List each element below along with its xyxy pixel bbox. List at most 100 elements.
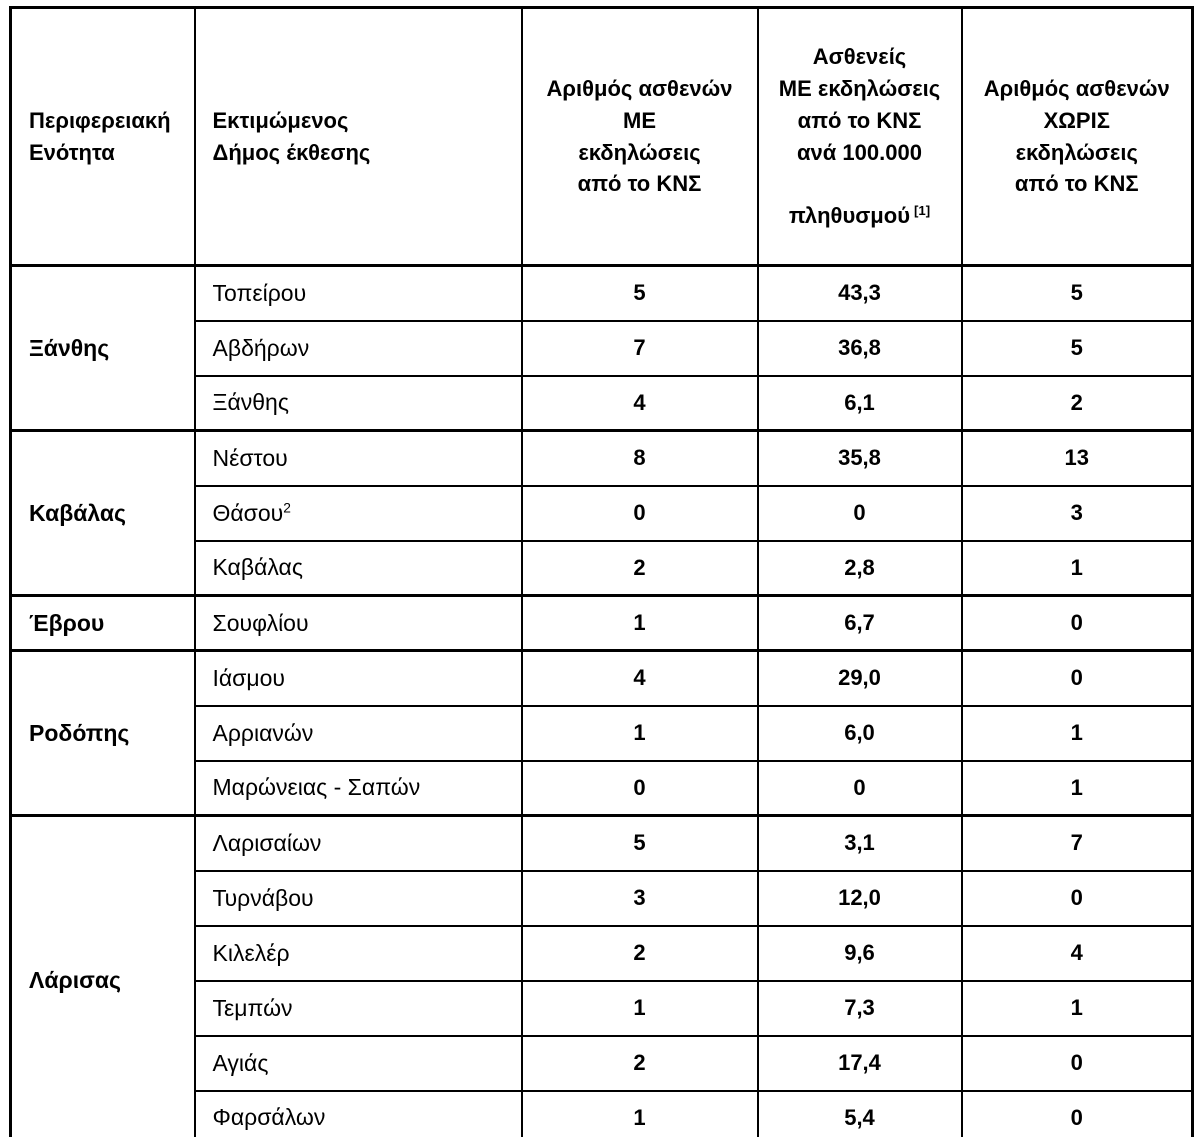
region-cell: Λάρισας <box>9 814 196 1137</box>
region-cell: Ξάνθης <box>9 264 196 432</box>
municipality-cell: Φαρσάλων <box>193 1089 523 1137</box>
without-cns-cell: 3 <box>960 484 1194 542</box>
without-cns-cell: 1 <box>960 704 1194 762</box>
table-row: Ροδόπης Ιάσμου 4 29,0 0 <box>9 649 1194 817</box>
without-cns-cell: 5 <box>960 264 1194 322</box>
municipality-cell: Θάσου2 <box>193 484 523 542</box>
with-cns-cell: 1 <box>520 594 759 652</box>
with-cns-cell: 3 <box>520 869 759 927</box>
table-row: Λάρισας Λαρισαίων 5 3,1 7 <box>9 814 1194 1137</box>
municipality-cell: Ξάνθης <box>193 374 523 432</box>
per-100k-cell: 5,4 <box>756 1089 963 1137</box>
per-100k-cell: 7,3 <box>756 979 963 1037</box>
municipality-name: Αγιάς <box>212 1049 269 1076</box>
with-cns-cell: 0 <box>520 759 759 817</box>
municipality-name: Ξάνθης <box>212 389 289 416</box>
without-cns-cell: 0 <box>960 1034 1194 1092</box>
per-100k-cell: 0 <box>756 759 963 817</box>
municipality-name: Σουφλίου <box>212 609 309 636</box>
municipality-name: Τεμπών <box>212 994 293 1021</box>
per-100k-cell: 29,0 <box>756 649 963 707</box>
municipality-name: Μαρώνειας - Σαπών <box>212 774 421 801</box>
table-row: Ξάνθης 4 6,1 2 <box>11 374 1194 432</box>
per-100k-cell: 43,3 <box>756 264 963 322</box>
municipality-name: Ιάσμου <box>212 664 286 691</box>
municipality-name: Θάσου <box>212 499 284 526</box>
municipality-cell: Αγιάς <box>193 1034 523 1092</box>
footnote-ref-1: [1] <box>914 203 931 219</box>
region-section: Λάρισας Λαρισαίων 5 3,1 7 Τυρνάβου 3 12,… <box>9 814 1194 1137</box>
municipality-cell: Λαρισαίων <box>193 814 523 872</box>
table-row: Τεμπών 1 7,3 1 <box>11 979 1194 1037</box>
without-cns-cell: 1 <box>960 759 1194 817</box>
municipality-name: Λαρισαίων <box>212 829 322 856</box>
table-row: Αβδήρων 7 36,8 5 <box>11 319 1194 377</box>
with-cns-cell: 5 <box>520 814 759 872</box>
municipality-name: Αβδήρων <box>212 334 310 361</box>
per-100k-cell: 6,7 <box>756 594 963 652</box>
region-section: Έβρου Σουφλίου 1 6,7 0 <box>9 594 1194 652</box>
municipality-name: Τυρνάβου <box>212 884 314 911</box>
table-row: Κιλελέρ 2 9,6 4 <box>11 924 1194 982</box>
header-per-100k: Ασθενείς ΜΕ εκδηλώσεις από το ΚΝΣ ανά 10… <box>756 6 963 267</box>
per-100k-cell: 6,1 <box>756 374 963 432</box>
report-table: Περιφερειακή Ενότητα Εκτιμώμενος Δήμος έ… <box>9 6 1194 1137</box>
without-cns-cell: 1 <box>960 539 1194 597</box>
per-100k-cell: 35,8 <box>756 429 963 487</box>
municipality-name: Καβάλας <box>212 554 303 581</box>
municipality-cell: Κιλελέρ <box>193 924 523 982</box>
with-cns-cell: 1 <box>520 1089 759 1137</box>
municipality-cell: Τεμπών <box>193 979 523 1037</box>
with-cns-cell: 5 <box>520 264 759 322</box>
municipality-cell: Καβάλας <box>193 539 523 597</box>
table-row: Αρριανών 1 6,0 1 <box>11 704 1194 762</box>
without-cns-cell: 5 <box>960 319 1194 377</box>
header-per-100k-word: πληθυσμού <box>788 203 911 229</box>
table-row: Μαρώνειας - Σαπών 0 0 1 <box>11 759 1194 817</box>
municipality-name: Τοπείρου <box>212 279 307 306</box>
per-100k-cell: 2,8 <box>756 539 963 597</box>
header-with-cns: Αριθμός ασθενών ΜΕ εκδηλώσεις από το ΚΝΣ <box>520 6 759 267</box>
table-row: Καβάλας Νέστου 8 35,8 13 <box>9 429 1194 597</box>
table-header: Περιφερειακή Ενότητα Εκτιμώμενος Δήμος έ… <box>9 6 1194 267</box>
without-cns-cell: 0 <box>960 869 1194 927</box>
table-row: Έβρου Σουφλίου 1 6,7 0 <box>9 594 1194 652</box>
region-cell: Ροδόπης <box>9 649 196 817</box>
table-row: Ξάνθης Τοπείρου 5 43,3 5 <box>9 264 1194 432</box>
municipality-name: Φαρσάλων <box>212 1104 326 1131</box>
with-cns-cell: 2 <box>520 539 759 597</box>
municipality-cell: Αβδήρων <box>193 319 523 377</box>
per-100k-cell: 17,4 <box>756 1034 963 1092</box>
header-per-100k-main: Ασθενείς ΜΕ εκδηλώσεις από το ΚΝΣ ανά 10… <box>778 43 941 165</box>
per-100k-cell: 3,1 <box>756 814 963 872</box>
region-section: Ξάνθης Τοπείρου 5 43,3 5 Αβδήρων 7 36,8 … <box>9 264 1194 432</box>
header-municipality: Εκτιμώμενος Δήμος έκθεσης <box>193 6 523 267</box>
with-cns-cell: 1 <box>520 979 759 1037</box>
table-row: Αγιάς 2 17,4 0 <box>11 1034 1194 1092</box>
with-cns-cell: 1 <box>520 704 759 762</box>
header-row: Περιφερειακή Ενότητα Εκτιμώμενος Δήμος έ… <box>9 6 1194 267</box>
table-row: Καβάλας 2 2,8 1 <box>11 539 1194 597</box>
region-cell: Καβάλας <box>9 429 196 597</box>
without-cns-cell: 13 <box>960 429 1194 487</box>
with-cns-cell: 0 <box>520 484 759 542</box>
with-cns-cell: 2 <box>520 924 759 982</box>
per-100k-cell: 9,6 <box>756 924 963 982</box>
with-cns-cell: 4 <box>520 649 759 707</box>
per-100k-cell: 36,8 <box>756 319 963 377</box>
without-cns-cell: 0 <box>960 649 1194 707</box>
region-section: Καβάλας Νέστου 8 35,8 13 Θάσου2 0 0 3 Κα… <box>9 429 1194 597</box>
municipality-cell: Τυρνάβου <box>193 869 523 927</box>
municipality-footnote-ref: 2 <box>283 499 291 515</box>
per-100k-cell: 0 <box>756 484 963 542</box>
per-100k-cell: 6,0 <box>756 704 963 762</box>
municipality-name: Αρριανών <box>212 719 314 746</box>
with-cns-cell: 7 <box>520 319 759 377</box>
header-without-cns: Αριθμός ασθενών ΧΩΡΙΣ εκδηλώσεις από το … <box>960 6 1194 267</box>
municipality-name: Κιλελέρ <box>212 939 290 966</box>
per-100k-cell: 12,0 <box>756 869 963 927</box>
without-cns-cell: 4 <box>960 924 1194 982</box>
without-cns-cell: 2 <box>960 374 1194 432</box>
with-cns-cell: 8 <box>520 429 759 487</box>
